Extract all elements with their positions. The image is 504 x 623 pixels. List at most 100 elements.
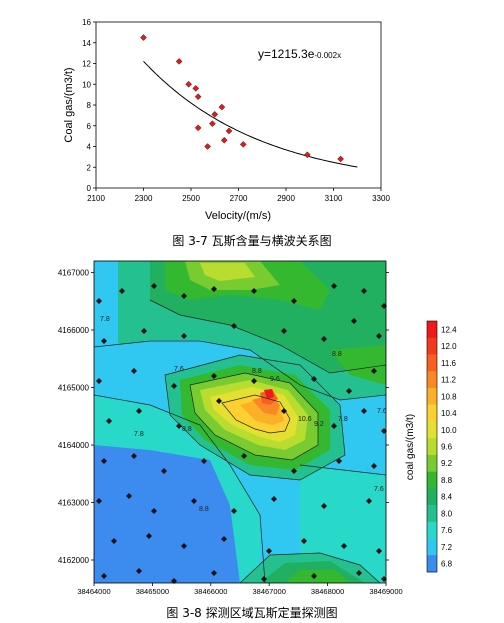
borehole-marker — [101, 573, 107, 579]
colorbar-axis-label: coal gas/(m3/t) — [405, 414, 416, 480]
data-point — [204, 143, 211, 150]
data-point — [337, 155, 344, 163]
map-y-tick-label: 4165000 — [58, 384, 90, 393]
borehole-marker — [281, 328, 287, 334]
map-x-tick-label: 38466000 — [194, 587, 227, 596]
borehole-marker — [171, 383, 177, 389]
contour-label: 7.6 — [377, 408, 387, 415]
data-point — [220, 136, 228, 144]
colorbar-tick-label: 7.2 — [441, 543, 453, 552]
colorbar-tick-label: 8.8 — [441, 476, 453, 485]
colorbar-swatch — [427, 521, 437, 539]
borehole-marker — [151, 508, 157, 514]
colorbar-tick-label: 6.8 — [441, 560, 453, 569]
borehole-marker — [371, 463, 377, 469]
borehole-marker — [341, 543, 347, 549]
borehole-marker — [211, 373, 217, 379]
borehole-marker — [331, 283, 337, 289]
data-point — [211, 110, 219, 118]
y-tick-label: 14 — [82, 39, 91, 48]
gas-velocity-scatter-chart: 0 2 4 6 8 10 12 14 16 2100 2300 2500 2700 2900 3100 33… — [63, 18, 390, 222]
borehole-marker — [281, 408, 287, 414]
colorbar-swatch — [427, 505, 437, 523]
borehole-marker — [346, 388, 352, 394]
colorbar-tick-label: 12.4 — [441, 325, 457, 334]
x-tick-label: 2100 — [87, 194, 105, 203]
data-point — [239, 141, 247, 148]
borehole-marker — [291, 468, 297, 474]
borehole-marker — [351, 318, 357, 324]
map-y-tick-label: 4162000 — [58, 556, 90, 565]
borehole-marker — [181, 293, 187, 299]
colorbar-swatch — [427, 454, 437, 472]
borehole-marker — [216, 398, 222, 404]
colorbar-swatch — [427, 321, 437, 339]
borehole-marker — [321, 503, 327, 509]
colorbar: 12.4 12.0 11.6 11.2 10.8 10.4 10.0 9.6 9.2 8.8 8.4… — [426, 320, 457, 573]
contour-label: 7.8 — [338, 416, 348, 423]
borehole-marker — [181, 543, 187, 549]
y-tick-label: 16 — [82, 18, 91, 27]
colorbar-tick-label: 8.0 — [441, 509, 453, 518]
borehole-marker — [381, 576, 387, 582]
colorbar-swatch — [427, 555, 437, 573]
borehole-marker — [371, 368, 377, 374]
borehole-marker — [376, 548, 382, 554]
borehole-marker — [356, 570, 362, 576]
colorbar-tick-label: 7.6 — [441, 526, 453, 535]
y-tick-label: 4 — [87, 143, 92, 152]
data-point — [192, 85, 200, 92]
data-point — [218, 103, 226, 111]
x-tick-label: 2500 — [182, 194, 200, 203]
map-y-tick-label: 4163000 — [58, 499, 90, 508]
gas-contour-map: 7.87.68.88.87.87.69.68.810.69.28.87.67.8… — [58, 260, 457, 596]
map-x-tick-label: 38467000 — [253, 587, 286, 596]
colorbar-tick-label: 11.2 — [441, 376, 457, 385]
map-y-tick-label: 4167000 — [58, 269, 90, 278]
colorbar-tick-label: 10.4 — [441, 409, 457, 418]
borehole-marker — [291, 298, 297, 304]
contour-label: 8.8 — [182, 426, 192, 433]
data-point — [304, 151, 311, 159]
colorbar-swatch — [427, 337, 437, 355]
data-point — [209, 120, 216, 128]
figure-3-7-caption: 图 3-7 瓦斯含量与横波关系图 — [172, 234, 332, 248]
x-tick-label: 2700 — [230, 194, 248, 203]
borehole-marker — [131, 368, 137, 374]
data-point — [175, 58, 183, 65]
borehole-marker — [101, 338, 107, 344]
contour-label: 7.8 — [134, 431, 144, 438]
colorbar-tick-label: 9.2 — [441, 459, 453, 468]
borehole-marker — [96, 498, 102, 504]
colorbar-tick-label: 12.0 — [441, 342, 457, 351]
borehole-marker — [176, 423, 182, 429]
borehole-marker — [266, 548, 272, 554]
colorbar-label-holder: coal gas/(m3/t) — [405, 414, 416, 480]
map-x-tick-label: 38468000 — [311, 587, 344, 596]
borehole-marker — [131, 453, 137, 459]
contour-label: 10.6 — [298, 416, 312, 423]
colorbar-tick-label: 11.6 — [441, 359, 457, 368]
borehole-marker — [106, 418, 112, 424]
colorbar-tick-label: 9.6 — [441, 443, 453, 452]
fit-equation: y=1215.3e-0.002x — [258, 47, 341, 61]
map-y-tick-label: 4164000 — [58, 441, 90, 450]
y-tick-label: 6 — [87, 122, 92, 131]
borehole-marker — [96, 378, 102, 384]
borehole-marker — [211, 286, 217, 292]
figure-3-8-caption: 图 3-8 探测区域瓦斯定量探测图 — [166, 606, 338, 620]
colorbar-tick-label: 10.8 — [441, 392, 457, 401]
borehole-marker — [251, 288, 257, 294]
colorbar-frame — [426, 320, 438, 573]
borehole-marker — [136, 408, 142, 414]
colorbar-swatch — [427, 404, 437, 422]
data-point — [194, 124, 202, 132]
colorbar-swatch — [427, 371, 437, 389]
x-tick-label: 3300 — [372, 194, 390, 203]
borehole-marker — [126, 493, 132, 499]
borehole-marker — [271, 496, 277, 502]
contour-label: 9.6 — [270, 376, 280, 383]
map-x-tick-label: 38464000 — [77, 587, 110, 596]
borehole-marker — [361, 408, 367, 414]
colorbar-tick-label: 8.4 — [441, 493, 453, 502]
